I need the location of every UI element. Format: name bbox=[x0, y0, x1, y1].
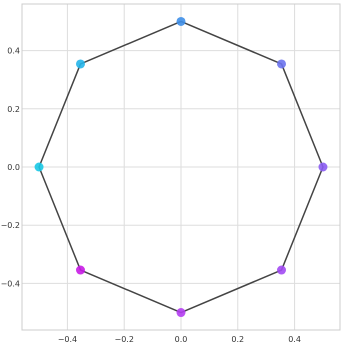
x-tick-label-1: −0.2 bbox=[114, 335, 133, 344]
y-tick-label-4: 0.4 bbox=[7, 47, 20, 56]
x-tick-label-4: 0.4 bbox=[288, 335, 301, 344]
x-tick-label-2: 0.0 bbox=[175, 335, 188, 344]
grid-lines bbox=[22, 4, 340, 330]
y-tick-label-1: −0.2 bbox=[1, 221, 20, 230]
data-point-1 bbox=[277, 59, 287, 69]
x-tick-label-3: 0.2 bbox=[231, 335, 244, 344]
data-point-2 bbox=[318, 162, 328, 172]
y-axis-ticks: −0.4 −0.2 0.0 0.2 0.4 bbox=[1, 47, 20, 289]
data-point-7 bbox=[75, 59, 85, 69]
data-point-0 bbox=[176, 16, 186, 26]
data-point-6 bbox=[34, 162, 44, 172]
data-point-4 bbox=[176, 308, 186, 318]
data-points bbox=[34, 16, 328, 318]
data-point-5 bbox=[75, 265, 85, 275]
data-point-3 bbox=[277, 265, 287, 275]
x-axis-ticks: −0.4 −0.2 0.0 0.2 0.4 bbox=[58, 335, 301, 344]
y-tick-label-2: 0.0 bbox=[7, 163, 20, 172]
plot-frame bbox=[21, 3, 341, 331]
x-tick-label-0: −0.4 bbox=[58, 335, 77, 344]
y-tick-label-0: −0.4 bbox=[1, 279, 20, 288]
y-tick-label-3: 0.2 bbox=[7, 105, 20, 114]
